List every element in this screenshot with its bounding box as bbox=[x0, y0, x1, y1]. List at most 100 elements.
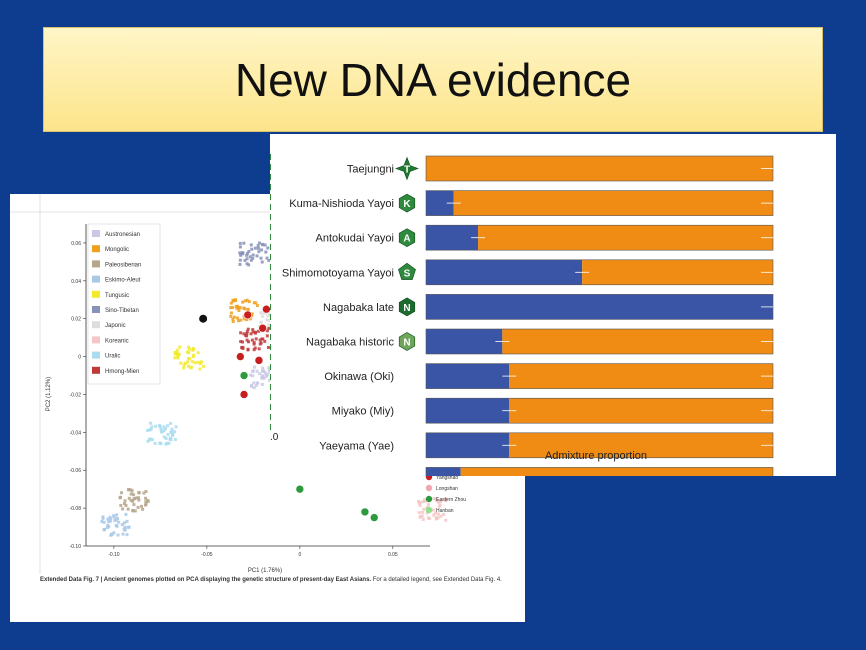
pca-point bbox=[232, 315, 236, 319]
pca-point bbox=[127, 525, 131, 529]
pca-point bbox=[246, 327, 250, 331]
pca-point bbox=[229, 301, 233, 305]
pca-point bbox=[245, 298, 249, 302]
pca-point bbox=[162, 435, 166, 439]
pca-point bbox=[127, 496, 131, 500]
pca-point bbox=[154, 424, 158, 428]
caption-title: Extended Data Fig. 7 | Ancient genomes p… bbox=[40, 577, 372, 583]
pca-point bbox=[245, 251, 249, 255]
admixture-bar-segment bbox=[426, 432, 510, 458]
pca-point bbox=[191, 348, 195, 352]
population-marker-icon bbox=[398, 228, 416, 248]
pca-point bbox=[123, 525, 127, 529]
pca-point bbox=[129, 492, 133, 496]
pca-point bbox=[247, 263, 251, 267]
pca-point bbox=[421, 517, 425, 521]
pca-point bbox=[162, 428, 166, 432]
population-marker-letter: K bbox=[403, 199, 411, 210]
pca-point bbox=[265, 318, 269, 322]
ancient-sample-marker bbox=[239, 390, 249, 399]
pca-point bbox=[202, 364, 206, 368]
pca-point bbox=[130, 489, 134, 493]
pca-point bbox=[427, 516, 431, 520]
admixture-bar-segment bbox=[478, 225, 773, 251]
figure-caption: Extended Data Fig. 7 | Ancient genomes p… bbox=[40, 576, 510, 585]
pca-point bbox=[185, 350, 189, 354]
pca-y-tick-label: -0.08 bbox=[70, 506, 82, 512]
pca-point bbox=[258, 342, 262, 346]
legend-label: Eskimo-Aleut bbox=[105, 278, 141, 284]
pca-point bbox=[231, 320, 235, 324]
pca-point bbox=[259, 256, 263, 260]
population-marker-icon bbox=[398, 297, 416, 317]
pca-point bbox=[239, 340, 243, 344]
pca-point bbox=[251, 253, 255, 257]
pca-point bbox=[444, 497, 448, 501]
pca-point bbox=[252, 386, 256, 390]
pca-point bbox=[182, 363, 186, 367]
pca-point bbox=[434, 516, 438, 520]
pca-point bbox=[252, 342, 256, 346]
pca-point bbox=[196, 351, 200, 355]
pca-point bbox=[423, 499, 427, 503]
pca-point bbox=[150, 425, 154, 429]
pca-point bbox=[175, 348, 179, 352]
pca-point bbox=[169, 421, 173, 425]
pca-point bbox=[267, 326, 271, 330]
pca-point bbox=[245, 338, 249, 342]
pca-point bbox=[247, 249, 251, 253]
pca-point bbox=[199, 360, 203, 364]
pca-point bbox=[260, 314, 264, 318]
ancient-sample-marker bbox=[369, 513, 379, 522]
pca-point bbox=[252, 381, 256, 385]
pca-point bbox=[173, 437, 177, 441]
legend-swatch bbox=[92, 306, 100, 313]
admixture-row-label: Nagabaka historic bbox=[306, 337, 395, 349]
pca-point bbox=[420, 514, 424, 518]
pca-point bbox=[444, 518, 448, 522]
admixture-row-label: Shimomotoyama Yayoi bbox=[282, 267, 394, 279]
pca-point bbox=[251, 330, 255, 334]
pca-point bbox=[196, 360, 200, 364]
pca-point bbox=[193, 361, 197, 365]
pca-point bbox=[191, 355, 195, 359]
pca-point bbox=[260, 337, 264, 341]
admixture-bar-segment bbox=[582, 259, 773, 285]
pca-point bbox=[418, 503, 422, 507]
pca-point bbox=[238, 241, 242, 245]
pca-point bbox=[230, 306, 234, 310]
pca-point bbox=[264, 371, 268, 375]
pca-point bbox=[239, 318, 243, 322]
legend-swatch bbox=[92, 245, 100, 253]
pca-point bbox=[153, 441, 157, 445]
pca-point bbox=[421, 500, 425, 504]
pca-point bbox=[251, 374, 255, 378]
ancient-sample-marker bbox=[258, 323, 267, 333]
pca-point bbox=[250, 312, 254, 316]
pca-point bbox=[229, 314, 233, 318]
pca-point bbox=[113, 519, 117, 523]
pca-point bbox=[229, 306, 233, 310]
pca-point bbox=[176, 354, 180, 358]
pca-point bbox=[189, 366, 193, 370]
pca-point bbox=[437, 504, 441, 508]
pca-point bbox=[102, 520, 106, 524]
pca-point bbox=[246, 308, 250, 312]
pca-point bbox=[253, 330, 257, 334]
pca-point bbox=[241, 340, 245, 344]
pca-point bbox=[241, 252, 245, 256]
legend-swatch bbox=[92, 290, 100, 298]
legend-marker-icon bbox=[425, 495, 433, 503]
legend-swatch bbox=[92, 336, 100, 344]
pca-point bbox=[191, 346, 195, 350]
pca-point bbox=[249, 373, 253, 377]
pca-point bbox=[144, 500, 148, 504]
admixture-row-label: Okinawa (Oki) bbox=[324, 371, 394, 383]
pca-point bbox=[176, 352, 180, 356]
pca-point bbox=[253, 346, 257, 350]
pca-point bbox=[267, 370, 271, 374]
admixture-bar-segment bbox=[509, 398, 773, 424]
legend-swatch bbox=[92, 275, 100, 283]
pca-point bbox=[252, 365, 256, 369]
pca-point bbox=[112, 514, 116, 518]
